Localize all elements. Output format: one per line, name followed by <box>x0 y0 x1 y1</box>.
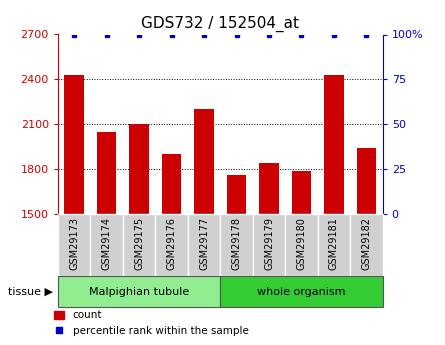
Text: whole organism: whole organism <box>257 287 346 296</box>
FancyBboxPatch shape <box>253 214 285 276</box>
Text: GSM29176: GSM29176 <box>166 217 177 270</box>
FancyBboxPatch shape <box>220 276 383 307</box>
FancyBboxPatch shape <box>58 276 220 307</box>
Text: GSM29177: GSM29177 <box>199 217 209 270</box>
Bar <box>324 75 344 214</box>
Text: GSM29175: GSM29175 <box>134 217 144 270</box>
Text: GSM29180: GSM29180 <box>296 217 307 270</box>
Text: GSM29182: GSM29182 <box>361 217 372 270</box>
FancyBboxPatch shape <box>285 214 318 276</box>
FancyBboxPatch shape <box>188 214 220 276</box>
Legend: count, percentile rank within the sample: count, percentile rank within the sample <box>50 306 253 340</box>
FancyBboxPatch shape <box>155 214 188 276</box>
Text: GSM29181: GSM29181 <box>329 217 339 270</box>
FancyBboxPatch shape <box>90 214 123 276</box>
Bar <box>292 170 311 214</box>
Text: GSM29174: GSM29174 <box>101 217 112 270</box>
Bar <box>259 163 279 214</box>
FancyBboxPatch shape <box>58 214 90 276</box>
FancyBboxPatch shape <box>318 214 350 276</box>
Text: Malpighian tubule: Malpighian tubule <box>89 287 189 296</box>
Bar <box>162 154 181 214</box>
FancyBboxPatch shape <box>123 214 155 276</box>
Text: GSM29179: GSM29179 <box>264 217 274 270</box>
Bar <box>129 124 149 214</box>
Bar <box>97 132 116 214</box>
Bar <box>357 148 376 214</box>
Bar <box>194 109 214 214</box>
FancyBboxPatch shape <box>350 214 383 276</box>
Text: tissue ▶: tissue ▶ <box>8 287 53 296</box>
FancyBboxPatch shape <box>220 214 253 276</box>
Text: GSM29178: GSM29178 <box>231 217 242 270</box>
Text: GSM29173: GSM29173 <box>69 217 79 270</box>
Bar <box>227 175 246 214</box>
Bar <box>65 75 84 214</box>
Title: GDS732 / 152504_at: GDS732 / 152504_at <box>141 16 299 32</box>
